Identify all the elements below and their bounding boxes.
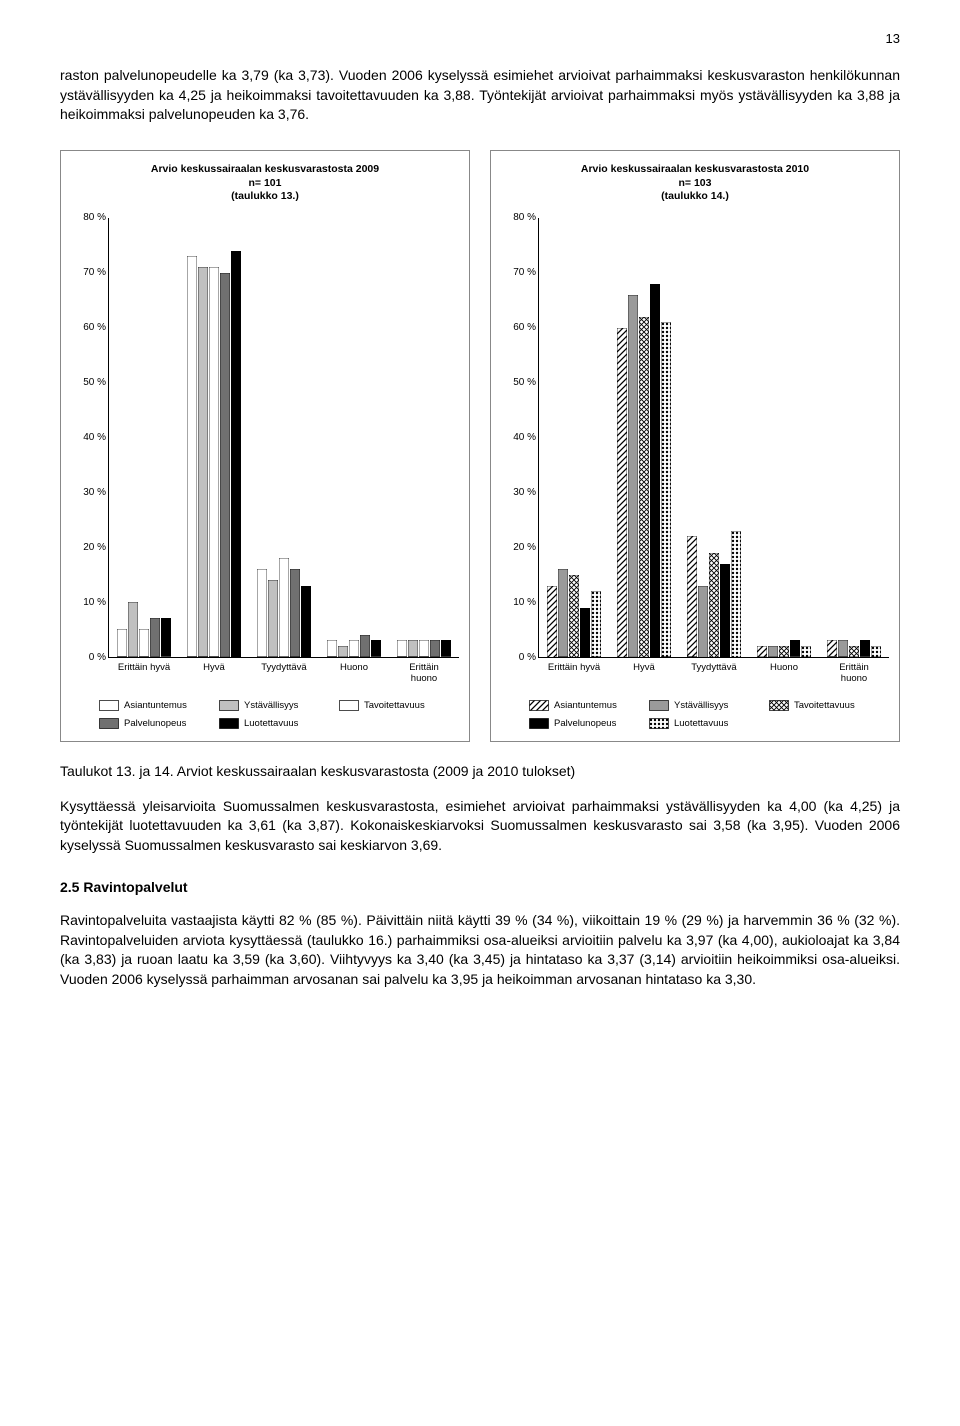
bar	[569, 575, 579, 657]
y-tick: 0 %	[519, 651, 536, 665]
bar	[838, 640, 848, 656]
bar	[408, 640, 418, 656]
x-label: Huono	[319, 658, 389, 685]
bar	[580, 608, 590, 657]
y-tick: 40 %	[513, 431, 536, 445]
chart-2010: Arvio keskussairaalan keskusvarastosta 2…	[490, 150, 900, 742]
bar	[349, 640, 359, 656]
paragraph-3: Ravintopalveluita vastaajista käytti 82 …	[60, 911, 900, 989]
legend-item: Tavoitettavuus	[339, 699, 459, 712]
page-number: 13	[60, 30, 900, 48]
bar	[827, 640, 837, 656]
legend-item: Asiantuntemus	[99, 699, 219, 712]
bar	[209, 267, 219, 657]
bar	[790, 640, 800, 656]
y-tick: 10 %	[513, 596, 536, 610]
x-label: Hyvä	[179, 658, 249, 685]
y-tick: 30 %	[83, 486, 106, 500]
y-tick: 80 %	[83, 211, 106, 225]
bar	[430, 640, 440, 656]
bar	[371, 640, 381, 656]
bar	[801, 646, 811, 657]
bar	[558, 569, 568, 657]
y-tick: 50 %	[513, 376, 536, 390]
bar	[698, 586, 708, 657]
paragraph-1: raston palvelunopeudelle ka 3,79 (ka 3,7…	[60, 66, 900, 125]
bar	[139, 629, 149, 656]
bar	[768, 646, 778, 657]
bar	[360, 635, 370, 657]
bar	[650, 284, 660, 657]
x-label: Erittäinhuono	[389, 658, 459, 685]
y-tick: 30 %	[513, 486, 536, 500]
legend-item: Ystävällisyys	[649, 699, 769, 712]
bar	[720, 564, 730, 657]
bar	[661, 322, 671, 657]
legend-item: Palvelunopeus	[99, 717, 219, 730]
charts-caption: Taulukot 13. ja 14. Arviot keskussairaal…	[60, 762, 900, 782]
bar	[397, 640, 407, 656]
bar	[639, 317, 649, 657]
chart-2009: Arvio keskussairaalan keskusvarastosta 2…	[60, 150, 470, 742]
bar	[849, 646, 859, 657]
x-label: Tyydyttävä	[249, 658, 319, 685]
x-label: Tyydyttävä	[679, 658, 749, 685]
bar	[628, 295, 638, 657]
charts-row: Arvio keskussairaalan keskusvarastosta 2…	[60, 150, 900, 742]
bar	[327, 640, 337, 656]
bar	[231, 251, 241, 657]
x-label: Hyvä	[609, 658, 679, 685]
bar	[161, 618, 171, 656]
x-label: Huono	[749, 658, 819, 685]
legend-item: Tavoitettavuus	[769, 699, 889, 712]
y-tick: 70 %	[83, 266, 106, 280]
bar	[128, 602, 138, 657]
y-tick: 20 %	[83, 541, 106, 555]
section-heading: 2.5 Ravintopalvelut	[60, 878, 900, 898]
y-tick: 20 %	[513, 541, 536, 555]
legend-item: Luotettavuus	[649, 717, 769, 730]
bar	[591, 591, 601, 657]
y-tick: 50 %	[83, 376, 106, 390]
bar	[757, 646, 767, 657]
legend-item: Palvelunopeus	[529, 717, 649, 730]
bar	[301, 586, 311, 657]
x-label: Erittäin hyvä	[539, 658, 609, 685]
bar	[419, 640, 429, 656]
bar	[441, 640, 451, 656]
bar	[779, 646, 789, 657]
bar	[220, 273, 230, 657]
x-label: Erittäinhuono	[819, 658, 889, 685]
y-tick: 60 %	[83, 321, 106, 335]
chart-title: Arvio keskussairaalan keskusvarastosta 2…	[501, 163, 889, 204]
bar	[338, 646, 348, 657]
y-tick: 10 %	[83, 596, 106, 610]
bar	[290, 569, 300, 657]
bar	[687, 536, 697, 657]
y-tick: 80 %	[513, 211, 536, 225]
bar	[268, 580, 278, 657]
bar	[187, 256, 197, 657]
legend-item: Luotettavuus	[219, 717, 339, 730]
bar	[198, 267, 208, 657]
x-label: Erittäin hyvä	[109, 658, 179, 685]
bar	[547, 586, 557, 657]
bar	[871, 646, 881, 657]
y-tick: 60 %	[513, 321, 536, 335]
bar	[617, 328, 627, 657]
bar	[117, 629, 127, 656]
legend-item: Ystävällisyys	[219, 699, 339, 712]
chart-title: Arvio keskussairaalan keskusvarastosta 2…	[71, 163, 459, 204]
legend-item: Asiantuntemus	[529, 699, 649, 712]
y-tick: 70 %	[513, 266, 536, 280]
bar	[279, 558, 289, 657]
paragraph-2: Kysyttäessä yleisarvioita Suomussalmen k…	[60, 797, 900, 856]
bar	[709, 553, 719, 657]
bar	[257, 569, 267, 657]
y-tick: 0 %	[89, 651, 106, 665]
bar	[150, 618, 160, 656]
bar	[731, 531, 741, 657]
bar	[860, 640, 870, 656]
y-tick: 40 %	[83, 431, 106, 445]
